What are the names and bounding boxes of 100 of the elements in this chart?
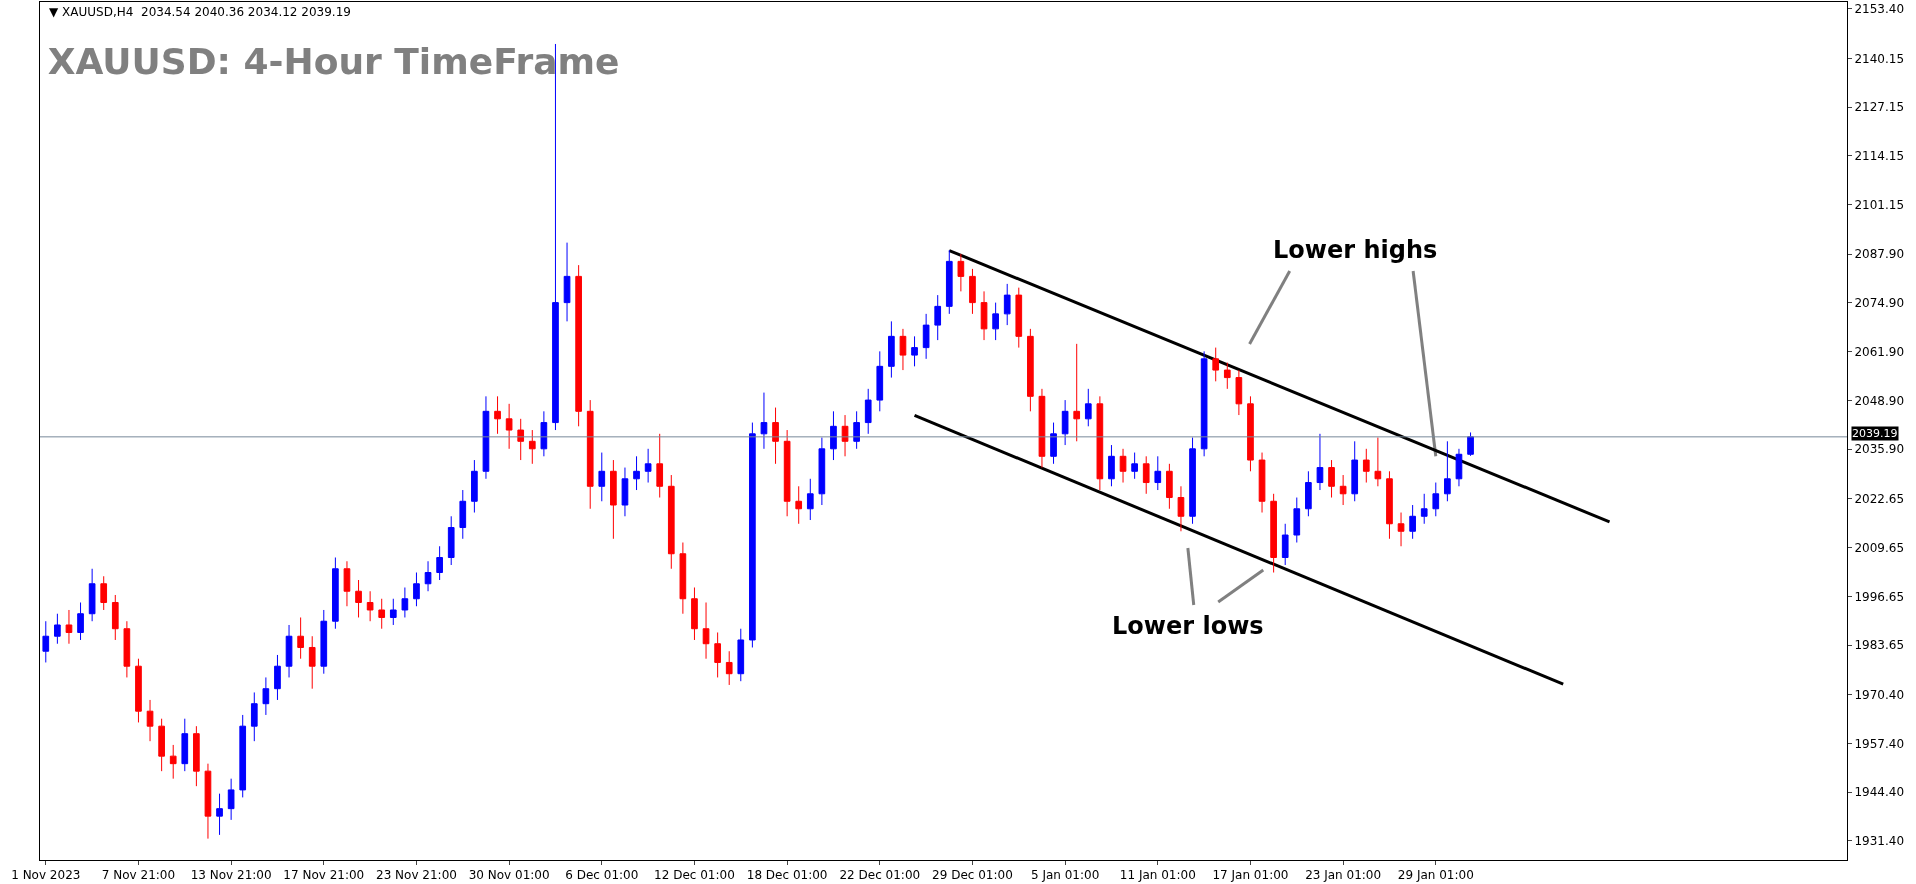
candlestick	[714, 631, 721, 678]
candlestick	[471, 459, 478, 514]
candlestick	[864, 388, 872, 435]
candlestick	[366, 590, 374, 622]
candlestick	[922, 313, 930, 360]
candlestick	[1131, 452, 1138, 480]
candlestick	[77, 601, 84, 641]
x-tick-label: 5 Jan 01:00	[1030, 868, 1100, 883]
x-tick-label: 6 Dec 01:00	[565, 868, 639, 883]
candlestick	[250, 691, 258, 742]
y-tick-label: 2101.15	[1854, 197, 1905, 212]
candlestick	[725, 650, 733, 686]
candlestick	[1015, 287, 1023, 349]
x-tick-label: 12 Dec 01:00	[654, 868, 735, 883]
candlestick	[1444, 440, 1451, 502]
candlestick	[1189, 437, 1196, 525]
candlestick	[772, 407, 779, 465]
candlestick	[42, 620, 50, 663]
candlestick	[633, 455, 640, 491]
candlestick	[957, 253, 965, 292]
candlestick	[980, 290, 988, 341]
candlestick	[1235, 369, 1243, 416]
y-tick-label: 2048.90	[1854, 393, 1905, 408]
ref-line-label: 2039.19	[1852, 427, 1898, 440]
candlestick	[158, 718, 165, 772]
candlestick	[447, 515, 455, 566]
x-tick-label: 1 Nov 2023	[11, 868, 81, 883]
y-tick-label: 2127.15	[1854, 100, 1905, 115]
y-tick-label: 1944.40	[1854, 785, 1905, 800]
candlestick	[1247, 395, 1254, 472]
candlestick	[830, 410, 837, 461]
candlestick	[1200, 350, 1208, 457]
candlestick	[934, 294, 942, 341]
candlestick	[227, 778, 235, 821]
x-tick-label: 7 Nov 21:00	[101, 868, 176, 883]
x-tick-label: 22 Dec 01:00	[839, 868, 921, 883]
candlestick	[818, 437, 826, 506]
candlestick	[181, 718, 189, 772]
candlestick	[100, 575, 108, 611]
x-tick-label: 23 Nov 21:00	[376, 868, 457, 883]
candlestick	[1258, 452, 1266, 514]
candlestick	[1142, 455, 1150, 495]
candlestick	[1177, 485, 1185, 532]
candlestick	[563, 242, 571, 322]
candlestick	[841, 414, 849, 457]
y-tick-label: 2153.40	[1854, 1, 1905, 16]
x-tick-label: 13 Nov 21:00	[190, 868, 272, 883]
candlestick	[969, 268, 976, 315]
x-tick-label: 17 Jan 01:00	[1212, 868, 1289, 883]
candlestick	[389, 598, 397, 626]
candlestick	[1397, 512, 1405, 547]
y-tick-label: 2087.90	[1854, 247, 1905, 262]
candlestick	[1212, 347, 1220, 382]
candlestick	[1467, 431, 1474, 457]
candlestick	[899, 328, 907, 371]
x-tick-label: 29 Dec 01:00	[932, 868, 1013, 883]
x-tick-label: 17 Nov 21:00	[283, 868, 365, 883]
candlestick	[1038, 388, 1046, 469]
candlestick	[644, 448, 652, 484]
candlestick	[1166, 463, 1173, 510]
candlestick	[413, 572, 420, 607]
candlestick	[239, 714, 247, 798]
y-tick-label: 2035.90	[1854, 442, 1905, 457]
candlestick	[702, 601, 710, 660]
candlestick	[1073, 343, 1081, 442]
candlestick	[1374, 437, 1382, 487]
candlestick	[806, 478, 814, 521]
y-tick-label: 2009.65	[1854, 540, 1905, 555]
candlestick	[1409, 504, 1416, 540]
candlestick	[1027, 328, 1034, 412]
candlestick	[621, 467, 629, 517]
y-tick-label: 2022.65	[1854, 492, 1905, 507]
candlestick	[945, 249, 953, 315]
candlestick	[54, 613, 61, 645]
candlestick	[1432, 482, 1440, 517]
candlestick	[691, 586, 698, 641]
candlestick	[1420, 493, 1428, 525]
candlestick	[1455, 448, 1463, 487]
candlestick	[598, 452, 606, 502]
x-tick-label: 29 Jan 01:00	[1397, 868, 1474, 883]
y-tick-label: 1957.40	[1854, 736, 1905, 751]
candlestick	[528, 429, 536, 465]
candlestick	[355, 579, 362, 618]
candlestick	[1096, 395, 1104, 491]
candlestick	[297, 616, 304, 660]
candlestick	[424, 560, 432, 592]
candlestick	[193, 725, 200, 787]
candlestick	[1061, 399, 1069, 446]
x-tick-label: 23 Jan 01:00	[1305, 868, 1382, 883]
candlestick	[575, 264, 582, 427]
candlestick	[111, 594, 119, 641]
candlestick	[586, 399, 594, 510]
candlestick	[262, 676, 270, 716]
annotation: Lower highs	[1273, 236, 1438, 264]
y-tick-label: 1970.40	[1854, 687, 1905, 702]
candlestick	[992, 302, 999, 341]
candlestick	[65, 609, 73, 645]
candlestick	[610, 459, 617, 540]
candlestick	[1003, 283, 1011, 326]
y-tick-label: 2061.90	[1854, 344, 1905, 359]
